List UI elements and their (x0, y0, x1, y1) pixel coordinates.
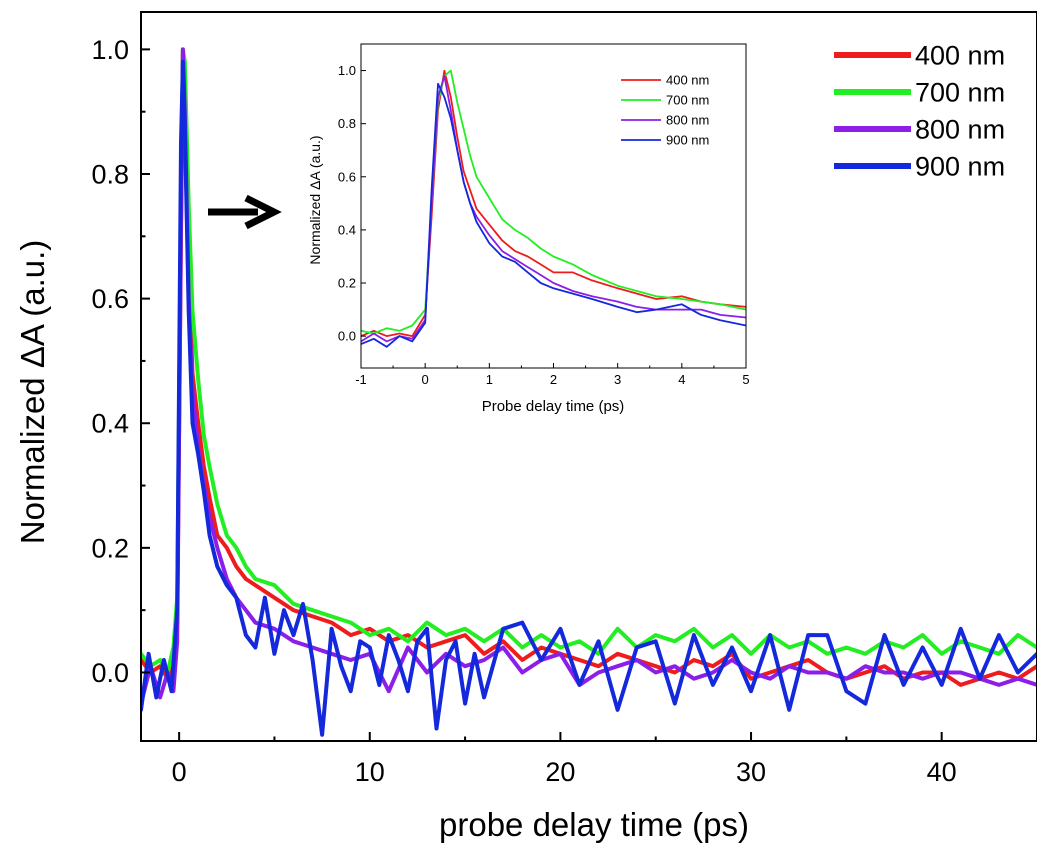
inset-y-tick-label: 0.6 (338, 169, 356, 184)
main-y-tick-label: 0.4 (91, 409, 129, 439)
inset-plot: -1 0 1 2 3 4 5 0.0 0.2 0.4 0.6 0.8 1.0 400 nm 700 nm 80… (338, 40, 750, 387)
arrow-head (244, 194, 282, 230)
main-y-tick-label: 1.0 (91, 35, 129, 65)
inset-clipped-series (361, 69, 746, 348)
main-series-group (141, 47, 1037, 737)
inset-legend-label-400-nm: 400 nm (666, 73, 709, 88)
inset-series-group (361, 69, 746, 348)
inset-y-tick-label: 0.0 (338, 329, 356, 344)
main-y-tick-label: 0.0 (91, 658, 129, 688)
inset-x-tick-label: 3 (614, 372, 621, 387)
main-x-tick-label: 20 (545, 757, 575, 787)
inset-x-tick-label: 1 (486, 372, 493, 387)
annotation-arrow (208, 194, 282, 230)
inset-y-tick-label: 1.0 (338, 63, 356, 78)
main-x-tick-label: 0 (172, 757, 187, 787)
inset-y-tick-label: 0.2 (338, 276, 356, 291)
main-legend-label-900-nm: 900 nm (915, 152, 1005, 182)
inset-x-tick-label: 4 (678, 372, 685, 387)
main-x-tick-label: 30 (736, 757, 766, 787)
inset-series-line-800-nm (361, 75, 746, 343)
inset-legend-label-900-nm: 900 nm (666, 133, 709, 148)
inset-series-line-700-nm (361, 69, 746, 335)
inset-legend: 400 nm 700 nm 800 nm 900 nm (621, 73, 709, 148)
inset-x-axis-title: Probe delay time (ps) (482, 398, 625, 415)
main-y-tick-label: 0.8 (91, 159, 129, 189)
inset-x-tick-label: 0 (422, 372, 429, 387)
main-y-tick-label: 0.6 (91, 284, 129, 314)
main-series-line-700-nm (141, 47, 1037, 675)
main-legend-label-800-nm: 800 nm (915, 115, 1005, 145)
inset-x-tick-label: 2 (550, 372, 557, 387)
main-y-axis-title: Normalized ΔA (a.u.) (14, 240, 51, 544)
inset-x-tick-label: 5 (742, 372, 749, 387)
inset-y-axis-title: Normalized ΔA (a.u.) (307, 135, 323, 264)
inset-y-tick-label: 0.4 (338, 222, 356, 237)
main-x-tick-label: 10 (355, 757, 385, 787)
main-y-tick-label: 0.2 (91, 533, 129, 563)
inset-legend-label-800-nm: 800 nm (666, 113, 709, 128)
inset-axes: -1 0 1 2 3 4 5 0.0 0.2 0.4 0.6 0.8 1.0 (338, 43, 750, 387)
main-legend-label-700-nm: 700 nm (915, 78, 1005, 108)
inset-legend-label-700-nm: 700 nm (666, 93, 709, 108)
main-legend: 400 nm 700 nm 800 nm 900 nm (834, 41, 1005, 182)
inset-y-tick-label: 0.8 (338, 116, 356, 131)
main-x-axis-title: probe delay time (ps) (439, 806, 749, 843)
main-axes: 0 10 20 30 400.00.20.40.60.81.0 (91, 11, 1037, 787)
inset-series-line-900-nm (361, 82, 746, 348)
main-clipped-series (141, 47, 1037, 737)
main-plot-frame (140, 11, 1037, 742)
inset-background (342, 40, 746, 371)
inset-x-tick-label: -1 (355, 372, 367, 387)
main-legend-label-400-nm: 400 nm (915, 41, 1005, 71)
main-x-tick-label: 40 (927, 757, 957, 787)
main-series-line-900-nm (141, 59, 1037, 737)
inset-series-line-400-nm (361, 69, 746, 338)
